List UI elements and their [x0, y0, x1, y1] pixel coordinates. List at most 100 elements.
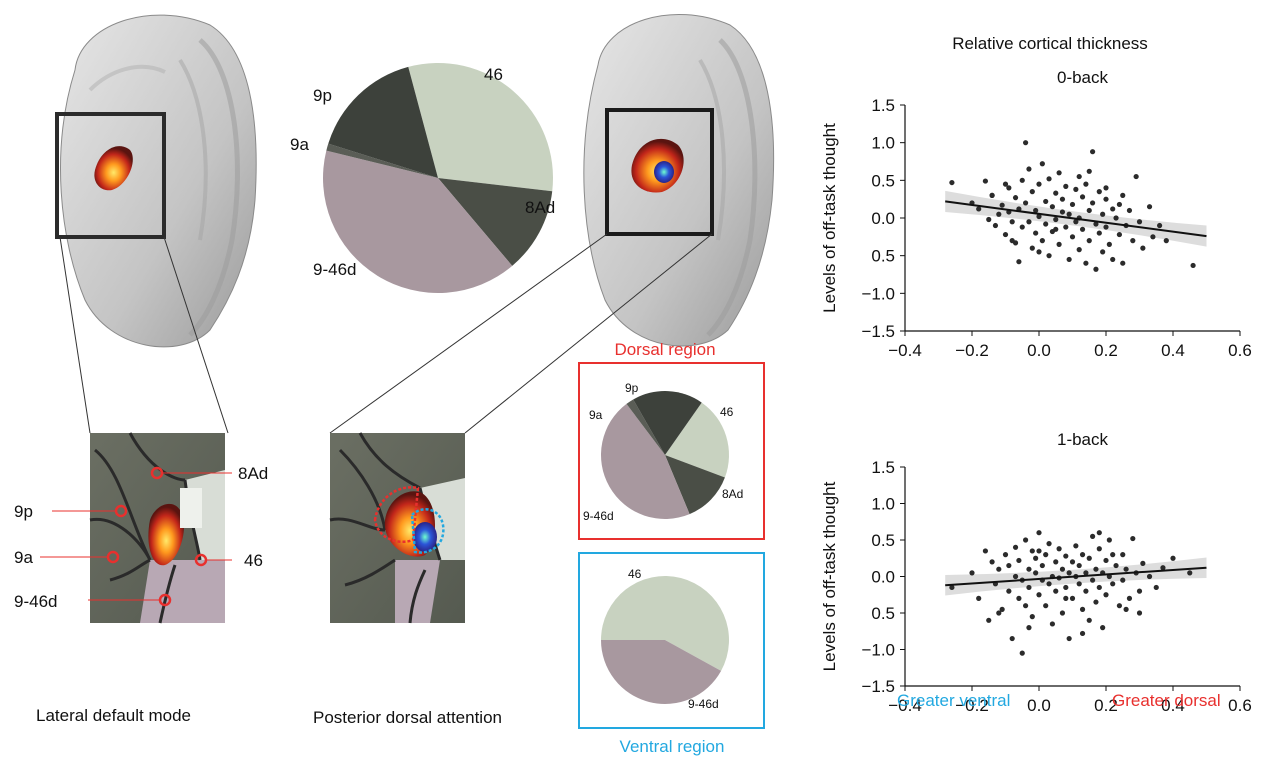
scatter-point: [1133, 173, 1139, 180]
scatter-point: [1029, 614, 1035, 620]
y-tick-label: 0.5: [871, 171, 895, 190]
zoom-panel-left: [40, 432, 232, 624]
y-tick-label: 0.5: [871, 604, 895, 623]
y-tick-label: 1.0: [871, 495, 895, 514]
scatter-point: [1076, 562, 1082, 569]
y-axis-label: Levels of off-task thought: [820, 481, 839, 671]
scatter-point: [1100, 211, 1106, 217]
scatter-point: [1123, 606, 1129, 612]
scatter-point: [1093, 566, 1099, 572]
scatter-point: [1066, 635, 1072, 642]
scatter-point: [1100, 625, 1106, 631]
caption-lateral-default-mode: Lateral default mode: [36, 706, 191, 725]
scatter-point: [1033, 207, 1039, 214]
scatter-point: [1066, 570, 1072, 576]
scatter-point: [1036, 213, 1042, 220]
scatter-point: [1106, 537, 1112, 543]
scatter-point: [1086, 555, 1092, 561]
scatter-point: [1043, 221, 1049, 227]
scatter-point: [1163, 238, 1169, 244]
pie-main-label-9a: 9a: [290, 135, 309, 154]
scatter-point: [982, 178, 989, 184]
scatter-point: [1093, 266, 1099, 272]
scatter-point: [1110, 256, 1116, 263]
fit-line: [945, 200, 1207, 238]
scatter-point: [1079, 226, 1086, 232]
y-axis-label: Levels of off-task thought: [820, 123, 839, 313]
scatter-point: [1029, 548, 1035, 554]
scatter-point: [1066, 211, 1072, 217]
scatter-point: [1023, 603, 1029, 609]
ventral-region-title: Ventral region: [620, 737, 725, 756]
scatter-point: [1036, 181, 1042, 187]
zoom-label-9p: 9p: [14, 502, 33, 521]
scatter-point: [1103, 557, 1109, 564]
scatter-point: [1170, 555, 1176, 561]
scatter-point: [949, 584, 955, 591]
scatter-point: [1016, 557, 1022, 564]
pie-main-label-9p: 9p: [313, 86, 332, 105]
x-tick-label: 0.6: [1228, 696, 1252, 715]
scatter-point: [1039, 161, 1045, 167]
x-tick-label: −0.4: [888, 696, 922, 715]
scatter-point: [1026, 625, 1032, 631]
scatter-point: [1059, 566, 1066, 572]
scatter-point: [1026, 166, 1032, 172]
scatter-point: [1046, 581, 1052, 587]
scatter-point: [1083, 588, 1089, 594]
pie-dorsal-label-9-46d: 9-46d: [583, 509, 614, 523]
y-tick-label: −1.5: [861, 322, 895, 341]
scatter-point: [1140, 560, 1146, 566]
scatter-point: [1073, 186, 1079, 192]
scatter-point: [1110, 552, 1116, 558]
scatter-point: [1120, 552, 1126, 558]
scatter-point: [1012, 195, 1019, 201]
plots-title: Relative cortical thickness: [952, 34, 1148, 53]
y-tick-label: 0.5: [871, 531, 895, 550]
scatter-point: [1026, 584, 1032, 591]
y-tick-label: −1.5: [861, 677, 895, 696]
scatter-0back: 0-back 1.5 1.0 0.5 0.0 0.5 −1.0 −1.5−0.4 −0.2 0.0…: [820, 68, 1252, 360]
scatter-point: [1063, 183, 1069, 189]
scatter-point: [1069, 234, 1076, 240]
scatter-point: [986, 617, 992, 623]
scatter-point: [1096, 189, 1102, 195]
scatter-point: [1029, 245, 1035, 251]
scatter-point: [1130, 238, 1136, 244]
scatter-point: [1002, 231, 1009, 238]
pie-slice-8Ad: [665, 455, 725, 515]
scatter-point: [1083, 260, 1089, 266]
scatter-point: [999, 202, 1005, 208]
scatter-point: [1036, 530, 1042, 536]
pie-main-label-46: 46: [484, 65, 503, 84]
scatter-point: [1012, 544, 1019, 550]
dorsal-region-title: Dorsal region: [614, 340, 715, 359]
scatter-point: [1039, 562, 1045, 569]
pie-slice-46: [601, 576, 729, 671]
scatter-point: [996, 566, 1002, 572]
pie-ventral-label-46: 46: [628, 567, 642, 581]
x-note-greater-ventral: Greater ventral: [897, 691, 1010, 710]
zoom-label-46: 46: [244, 551, 263, 570]
pie-dorsal-label-9p: 9p: [625, 381, 639, 395]
scatter-point: [1086, 238, 1092, 244]
scatter-point: [1150, 234, 1156, 240]
scatter-point: [1073, 543, 1079, 549]
x-tick-label: −0.2: [955, 696, 989, 715]
scatter-point: [1029, 189, 1035, 195]
scatter-point: [1096, 546, 1102, 552]
pie-dorsal: [601, 391, 729, 519]
pie-ventral: [601, 576, 729, 704]
x-tick-label: −0.2: [955, 341, 989, 360]
x-tick-label: 0.0: [1027, 341, 1051, 360]
scatter-point: [996, 211, 1002, 217]
scatter-point: [1103, 224, 1109, 230]
scatter-point: [1120, 192, 1126, 198]
scatter-point: [1106, 241, 1112, 247]
scatter-point: [1006, 185, 1012, 191]
scatter-point: [1046, 176, 1052, 182]
scatter-point: [1083, 570, 1089, 576]
scatter-point: [1019, 177, 1025, 183]
scatter-point: [1002, 181, 1009, 187]
pie-slice-9-46d: [323, 150, 513, 294]
